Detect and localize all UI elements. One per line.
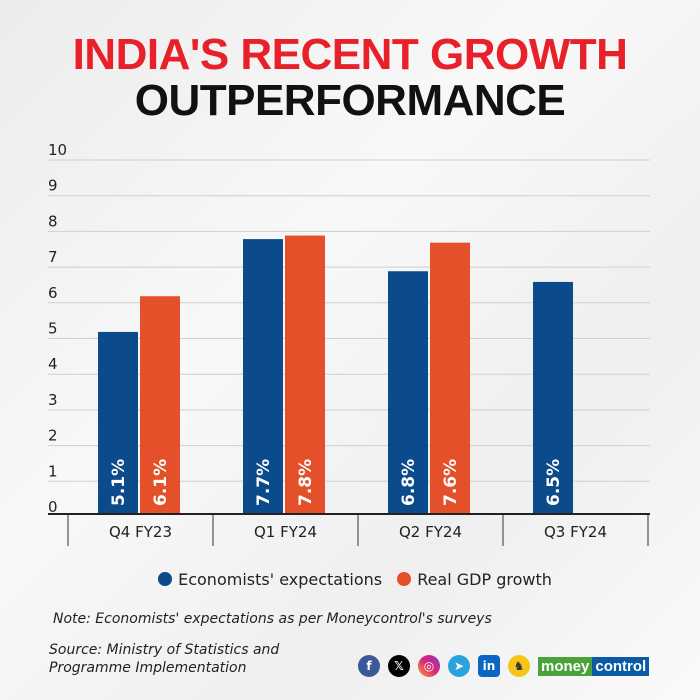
data-label: 6.8% bbox=[399, 459, 419, 506]
y-tick-label: 9 bbox=[48, 177, 58, 195]
y-tick-label: 8 bbox=[48, 212, 58, 230]
data-label: 5.1% bbox=[109, 459, 129, 506]
bar-chart: 0 1 2 3 4 5 6 7 8 9 10 5.1% 6.1% Q4 FY23 7.7% 7.8% Q1 FY… bbox=[48, 141, 650, 546]
x-tick-label: Q2 FY24 bbox=[399, 523, 462, 541]
x-tick-label: Q1 FY24 bbox=[254, 523, 317, 541]
koo-icon[interactable]: ♞ bbox=[508, 655, 530, 677]
bar bbox=[98, 331, 138, 514]
legend-swatch-economists bbox=[158, 572, 173, 586]
y-tick-label: 6 bbox=[48, 284, 58, 302]
bar bbox=[430, 242, 470, 514]
data-label: 7.6% bbox=[441, 459, 461, 506]
title-line-1: INDIA'S RECENT GROWTH bbox=[72, 30, 628, 79]
y-tick-label: 2 bbox=[48, 427, 58, 445]
data-label: 7.7% bbox=[254, 459, 274, 506]
y-tick-label: 3 bbox=[48, 391, 58, 409]
instagram-icon[interactable]: ◎ bbox=[418, 655, 440, 677]
x-icon[interactable]: 𝕏 bbox=[388, 655, 410, 677]
legend-swatch-real-gdp bbox=[397, 572, 412, 586]
legend-label-economists: Economists' expectations bbox=[178, 570, 383, 589]
y-tick-label: 7 bbox=[48, 248, 58, 266]
social-links: f 𝕏 ◎ ➤ in ♞ money control bbox=[358, 655, 650, 677]
y-tick-label: 1 bbox=[48, 462, 58, 480]
y-tick-label: 4 bbox=[48, 355, 58, 373]
bar bbox=[388, 271, 428, 514]
bar bbox=[533, 281, 573, 514]
source-line-1: Source: Ministry of Statistics and bbox=[49, 642, 280, 658]
bar bbox=[243, 239, 283, 515]
data-label: 6.5% bbox=[544, 459, 564, 506]
data-label: 6.1% bbox=[151, 459, 171, 506]
bar bbox=[140, 296, 180, 514]
legend: Economists' expectations Real GDP growth bbox=[0, 570, 700, 589]
y-tick-label: 5 bbox=[48, 320, 58, 338]
telegram-icon[interactable]: ➤ bbox=[448, 655, 470, 677]
legend-label-real-gdp: Real GDP growth bbox=[417, 570, 552, 589]
note: Note: Economists' expectations as per Mo… bbox=[53, 611, 492, 627]
linkedin-icon[interactable]: in bbox=[478, 655, 500, 677]
y-tick-label: 0 bbox=[48, 498, 58, 516]
facebook-icon[interactable]: f bbox=[358, 655, 380, 677]
data-label: 7.8% bbox=[296, 459, 316, 506]
x-tick-label: Q3 FY24 bbox=[544, 523, 607, 541]
source: Source: Ministry of Statistics and Progr… bbox=[49, 641, 279, 677]
source-line-2: Programme Implementation bbox=[49, 660, 247, 676]
moneycontrol-logo: money control bbox=[538, 656, 650, 676]
title-line-2: OUTPERFORMANCE bbox=[134, 76, 566, 125]
bar bbox=[285, 235, 325, 515]
x-tick-label: Q4 FY23 bbox=[109, 523, 172, 541]
y-tick-label: 10 bbox=[48, 141, 67, 159]
